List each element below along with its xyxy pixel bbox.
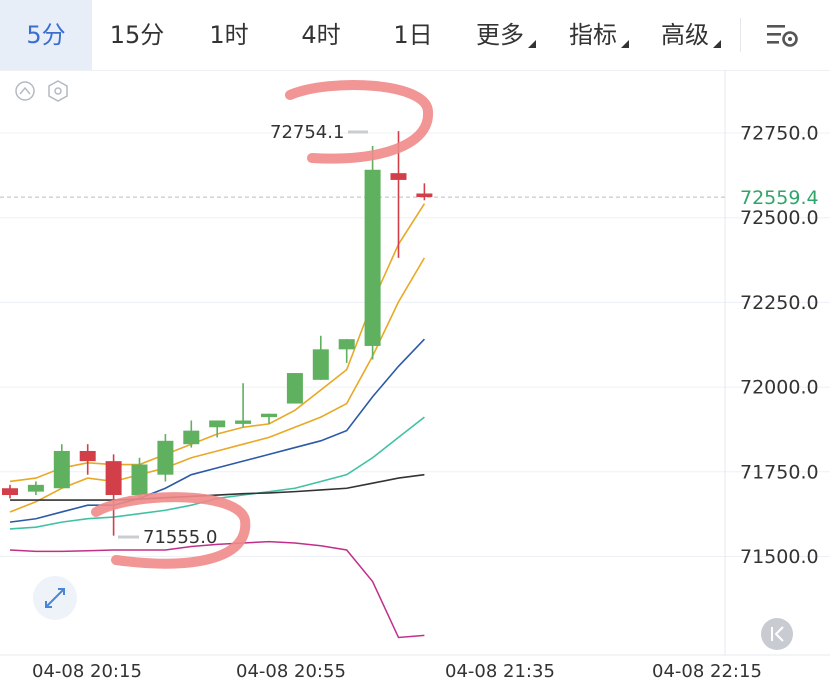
candle-body[interactable] <box>79 450 96 462</box>
tab-advanced[interactable]: 高级 <box>659 0 721 70</box>
x-axis-label: 04-08 22:15 <box>652 661 762 682</box>
high-price-label: 72754.1 <box>270 122 344 143</box>
candle-body[interactable] <box>27 484 44 492</box>
candle-body[interactable] <box>312 349 329 380</box>
indicator-settings-icon[interactable] <box>48 80 68 102</box>
y-axis-label: 72000.0 <box>740 377 819 399</box>
candle-body[interactable] <box>209 420 226 428</box>
candle-body[interactable] <box>2 488 18 496</box>
low-price-label: 71555.0 <box>143 527 217 548</box>
collapse-icon[interactable] <box>15 81 35 101</box>
candle-body[interactable] <box>157 440 174 475</box>
moving-average-line <box>9 338 425 523</box>
y-axis-label: 72250.0 <box>740 292 819 314</box>
candle-body[interactable] <box>183 430 200 445</box>
annotation-circle-low <box>91 492 251 569</box>
candle-body[interactable] <box>105 461 122 496</box>
moving-average-line <box>9 203 426 483</box>
indicator-line <box>9 540 425 639</box>
y-axis-label: 71750.0 <box>740 461 819 483</box>
moving-average-line <box>9 257 426 513</box>
chart-settings-icon[interactable] <box>765 22 799 48</box>
candle-body[interactable] <box>364 169 381 346</box>
triangle-dropdown-icon <box>528 40 536 48</box>
toolbar-divider <box>740 18 741 52</box>
x-axis-label: 04-08 21:35 <box>445 661 555 682</box>
skip-to-end-icon <box>771 626 784 642</box>
triangle-dropdown-icon <box>713 40 721 48</box>
y-axis-label: 72750.0 <box>740 123 819 145</box>
tab-15min[interactable]: 15分 <box>109 21 165 49</box>
candle-body[interactable] <box>390 173 407 180</box>
tab-5min[interactable]: 5分 <box>0 0 92 70</box>
tab-4hour[interactable]: 4时 <box>301 21 341 49</box>
tab-indicators[interactable]: 指标 <box>567 0 629 70</box>
tab-1day[interactable]: 1日 <box>393 21 433 49</box>
gear-center-icon <box>54 87 62 95</box>
candle-body[interactable] <box>416 193 433 198</box>
x-axis-label: 04-08 20:55 <box>236 661 346 682</box>
triangle-dropdown-icon <box>621 40 629 48</box>
current-price-label: 72559.4 <box>740 187 819 209</box>
tab-more[interactable]: 更多 <box>474 0 536 70</box>
tab-indicators-label: 指标 <box>569 21 617 49</box>
price-chart[interactable]: 72750.0 72500.0 72250.0 72000.0 71750.0 71500… <box>0 70 830 682</box>
expand-icon <box>45 588 65 608</box>
annotation-circle-high <box>285 80 433 164</box>
x-axis-label: 04-08 20:15 <box>32 661 142 682</box>
candle-body[interactable] <box>338 339 355 350</box>
tab-advanced-label: 高级 <box>661 21 709 49</box>
y-axis-label: 71500.0 <box>740 546 819 568</box>
tab-more-label: 更多 <box>476 21 524 49</box>
candle-body[interactable] <box>286 373 303 404</box>
y-axis-label: 72500.0 <box>740 207 819 229</box>
chevron-up-icon <box>19 86 31 95</box>
candle-body[interactable] <box>261 413 277 418</box>
candle-body[interactable] <box>235 420 252 424</box>
timeframe-toolbar: 5分 15分 1时 4时 1日 更多 指标 高级 <box>0 0 830 71</box>
tab-1hour[interactable]: 1时 <box>209 21 249 49</box>
moving-average-line <box>10 473 425 501</box>
candle-body[interactable] <box>131 464 148 496</box>
candle-body[interactable] <box>53 450 70 489</box>
